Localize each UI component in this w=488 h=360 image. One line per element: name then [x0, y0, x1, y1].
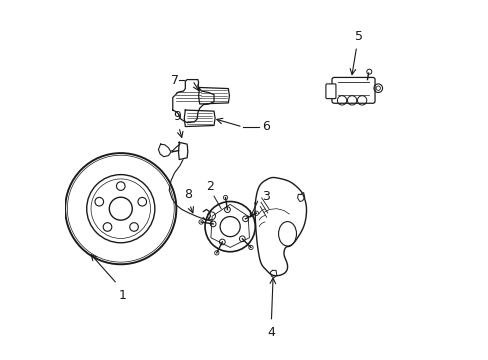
Text: 9: 9 [173, 110, 181, 123]
Polygon shape [178, 142, 187, 159]
Text: 6: 6 [261, 121, 269, 134]
Polygon shape [198, 87, 229, 104]
Text: 7: 7 [170, 74, 178, 87]
Text: 4: 4 [267, 326, 275, 339]
Ellipse shape [278, 222, 296, 246]
Text: 5: 5 [354, 30, 363, 42]
Text: 3: 3 [261, 190, 269, 203]
Text: 2: 2 [206, 180, 214, 193]
FancyBboxPatch shape [331, 77, 374, 103]
Text: 8: 8 [183, 188, 191, 201]
FancyBboxPatch shape [325, 84, 335, 99]
Text: 1: 1 [119, 289, 126, 302]
Polygon shape [184, 110, 215, 127]
Polygon shape [172, 80, 214, 123]
Polygon shape [255, 177, 306, 276]
Polygon shape [158, 144, 171, 157]
